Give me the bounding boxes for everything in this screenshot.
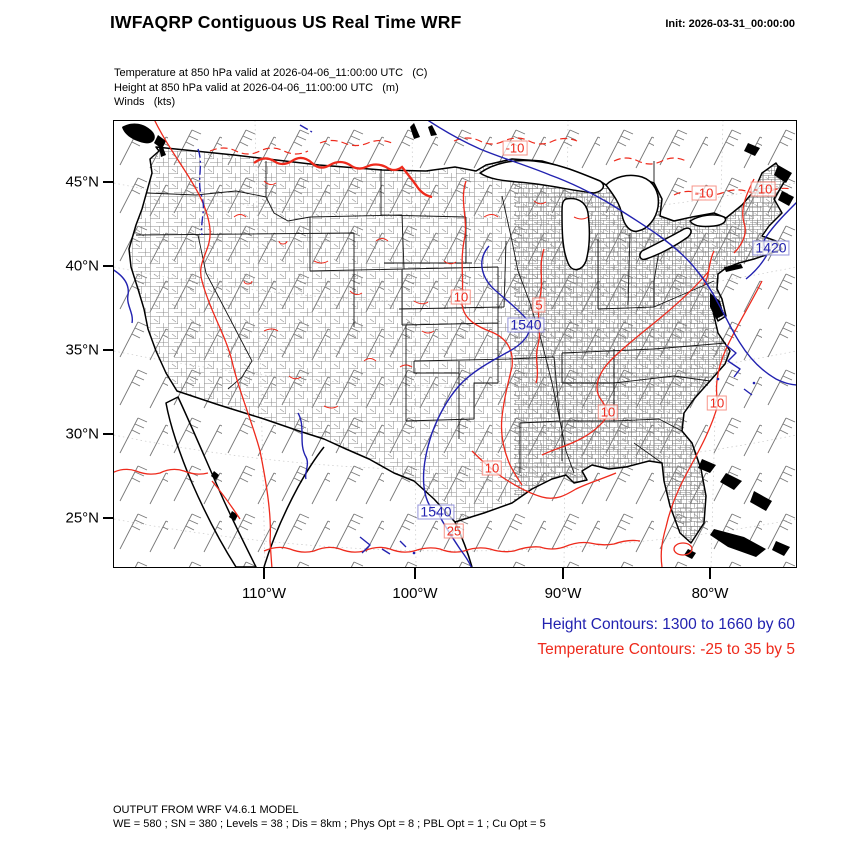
height-contours-dashdot — [197, 124, 313, 236]
temperature-contour-thick — [253, 156, 433, 199]
lat-tick-label: 40°N — [65, 257, 99, 275]
lon-tick — [709, 568, 711, 579]
map-plot-area: 1540 1540 1420 -10 -10 -10 10 5 10 10 10 25 — [113, 120, 797, 568]
coastlines — [128, 146, 787, 567]
init-timestamp: Init: 2026-03-31_00:00:00 — [665, 18, 795, 30]
lake-erie — [639, 227, 692, 261]
state-borders — [135, 161, 727, 474]
temperature-fragments — [233, 180, 589, 409]
lon-tick-label: 100°W — [392, 585, 438, 602]
lake-huron — [605, 174, 660, 233]
lat-tick-label: 45°N — [65, 173, 99, 191]
temperature-contour-legend: Temperature Contours: -25 to 35 by 5 — [537, 641, 795, 658]
lat-tick — [103, 349, 113, 351]
lat-tick — [103, 265, 113, 267]
field-description: Temperature at 850 hPa valid at 2026-04-… — [114, 67, 428, 108]
lat-tick — [103, 517, 113, 519]
lat-tick-label: 30°N — [65, 425, 99, 443]
page-title: IWFAQRP Contiguous US Real Time WRF — [110, 12, 462, 32]
conus-map — [114, 121, 796, 567]
height-contour-dots — [412, 377, 756, 555]
lake-michigan — [561, 197, 591, 271]
lat-tick-label: 25°N — [65, 509, 99, 527]
height-contour-legend: Height Contours: 1300 to 1660 by 60 — [541, 616, 795, 633]
model-footer: OUTPUT FROM WRF V4.6.1 MODEL WE = 580 ; … — [113, 804, 546, 830]
lon-tick-label: 110°W — [241, 585, 287, 602]
lon-tick — [263, 568, 265, 579]
lon-tick — [414, 568, 416, 579]
baja-peninsula — [165, 396, 257, 567]
lat-tick-label: 35°N — [65, 341, 99, 359]
lat-tick — [103, 181, 113, 183]
lat-tick — [103, 433, 113, 435]
lon-tick — [562, 568, 564, 579]
islands-and-bays — [122, 123, 794, 559]
lon-tick-label: 80°W — [691, 585, 729, 602]
contour-legend: Height Contours: 1300 to 1660 by 60 Temp… — [537, 612, 795, 662]
lake-ontario — [689, 214, 727, 228]
lon-tick-label: 90°W — [544, 585, 582, 602]
